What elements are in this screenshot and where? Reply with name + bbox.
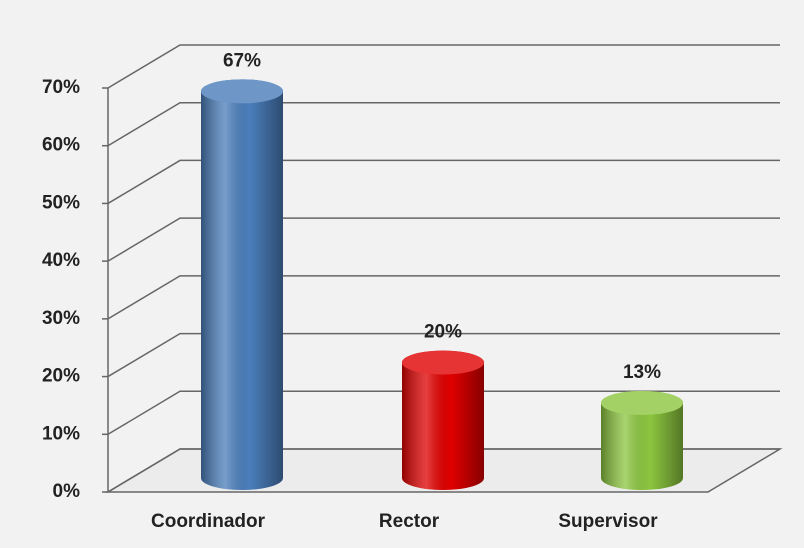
y-tick-label: 40% xyxy=(42,250,80,271)
cylinder-top-highlight xyxy=(201,79,283,104)
y-tick-label: 60% xyxy=(42,135,80,156)
cylinder-top xyxy=(402,350,484,375)
cylinder-top xyxy=(601,390,683,415)
grid-line xyxy=(107,217,780,262)
grid-line xyxy=(107,332,780,378)
grid-line xyxy=(107,448,780,493)
x-tick-label: Rector xyxy=(379,511,440,532)
cylinder-top xyxy=(201,79,283,104)
data-label: 13% xyxy=(623,362,661,383)
cylinder-shade xyxy=(201,79,283,491)
grid-line xyxy=(107,275,780,320)
cylinder-top-highlight xyxy=(601,390,683,415)
grid-line xyxy=(107,390,780,435)
y-tick-label: 70% xyxy=(42,77,80,98)
data-label: 67% xyxy=(223,50,261,71)
x-tick-label: Coordinador xyxy=(151,511,266,532)
x-tick-label: Supervisor xyxy=(558,511,658,532)
y-tick-label: 50% xyxy=(42,192,80,213)
y-tick-label: 10% xyxy=(42,423,80,444)
data-label: 20% xyxy=(424,322,462,343)
cylinder-shade xyxy=(601,390,683,490)
grid-line xyxy=(107,159,780,205)
grid-line xyxy=(107,44,780,89)
y-tick-label: 30% xyxy=(42,308,80,329)
y-tick-label: 20% xyxy=(42,366,80,387)
grid-line xyxy=(107,101,780,147)
cylinder-shade xyxy=(402,350,484,490)
cylinder-top-highlight xyxy=(402,350,484,375)
y-tick-label: 0% xyxy=(53,481,81,502)
